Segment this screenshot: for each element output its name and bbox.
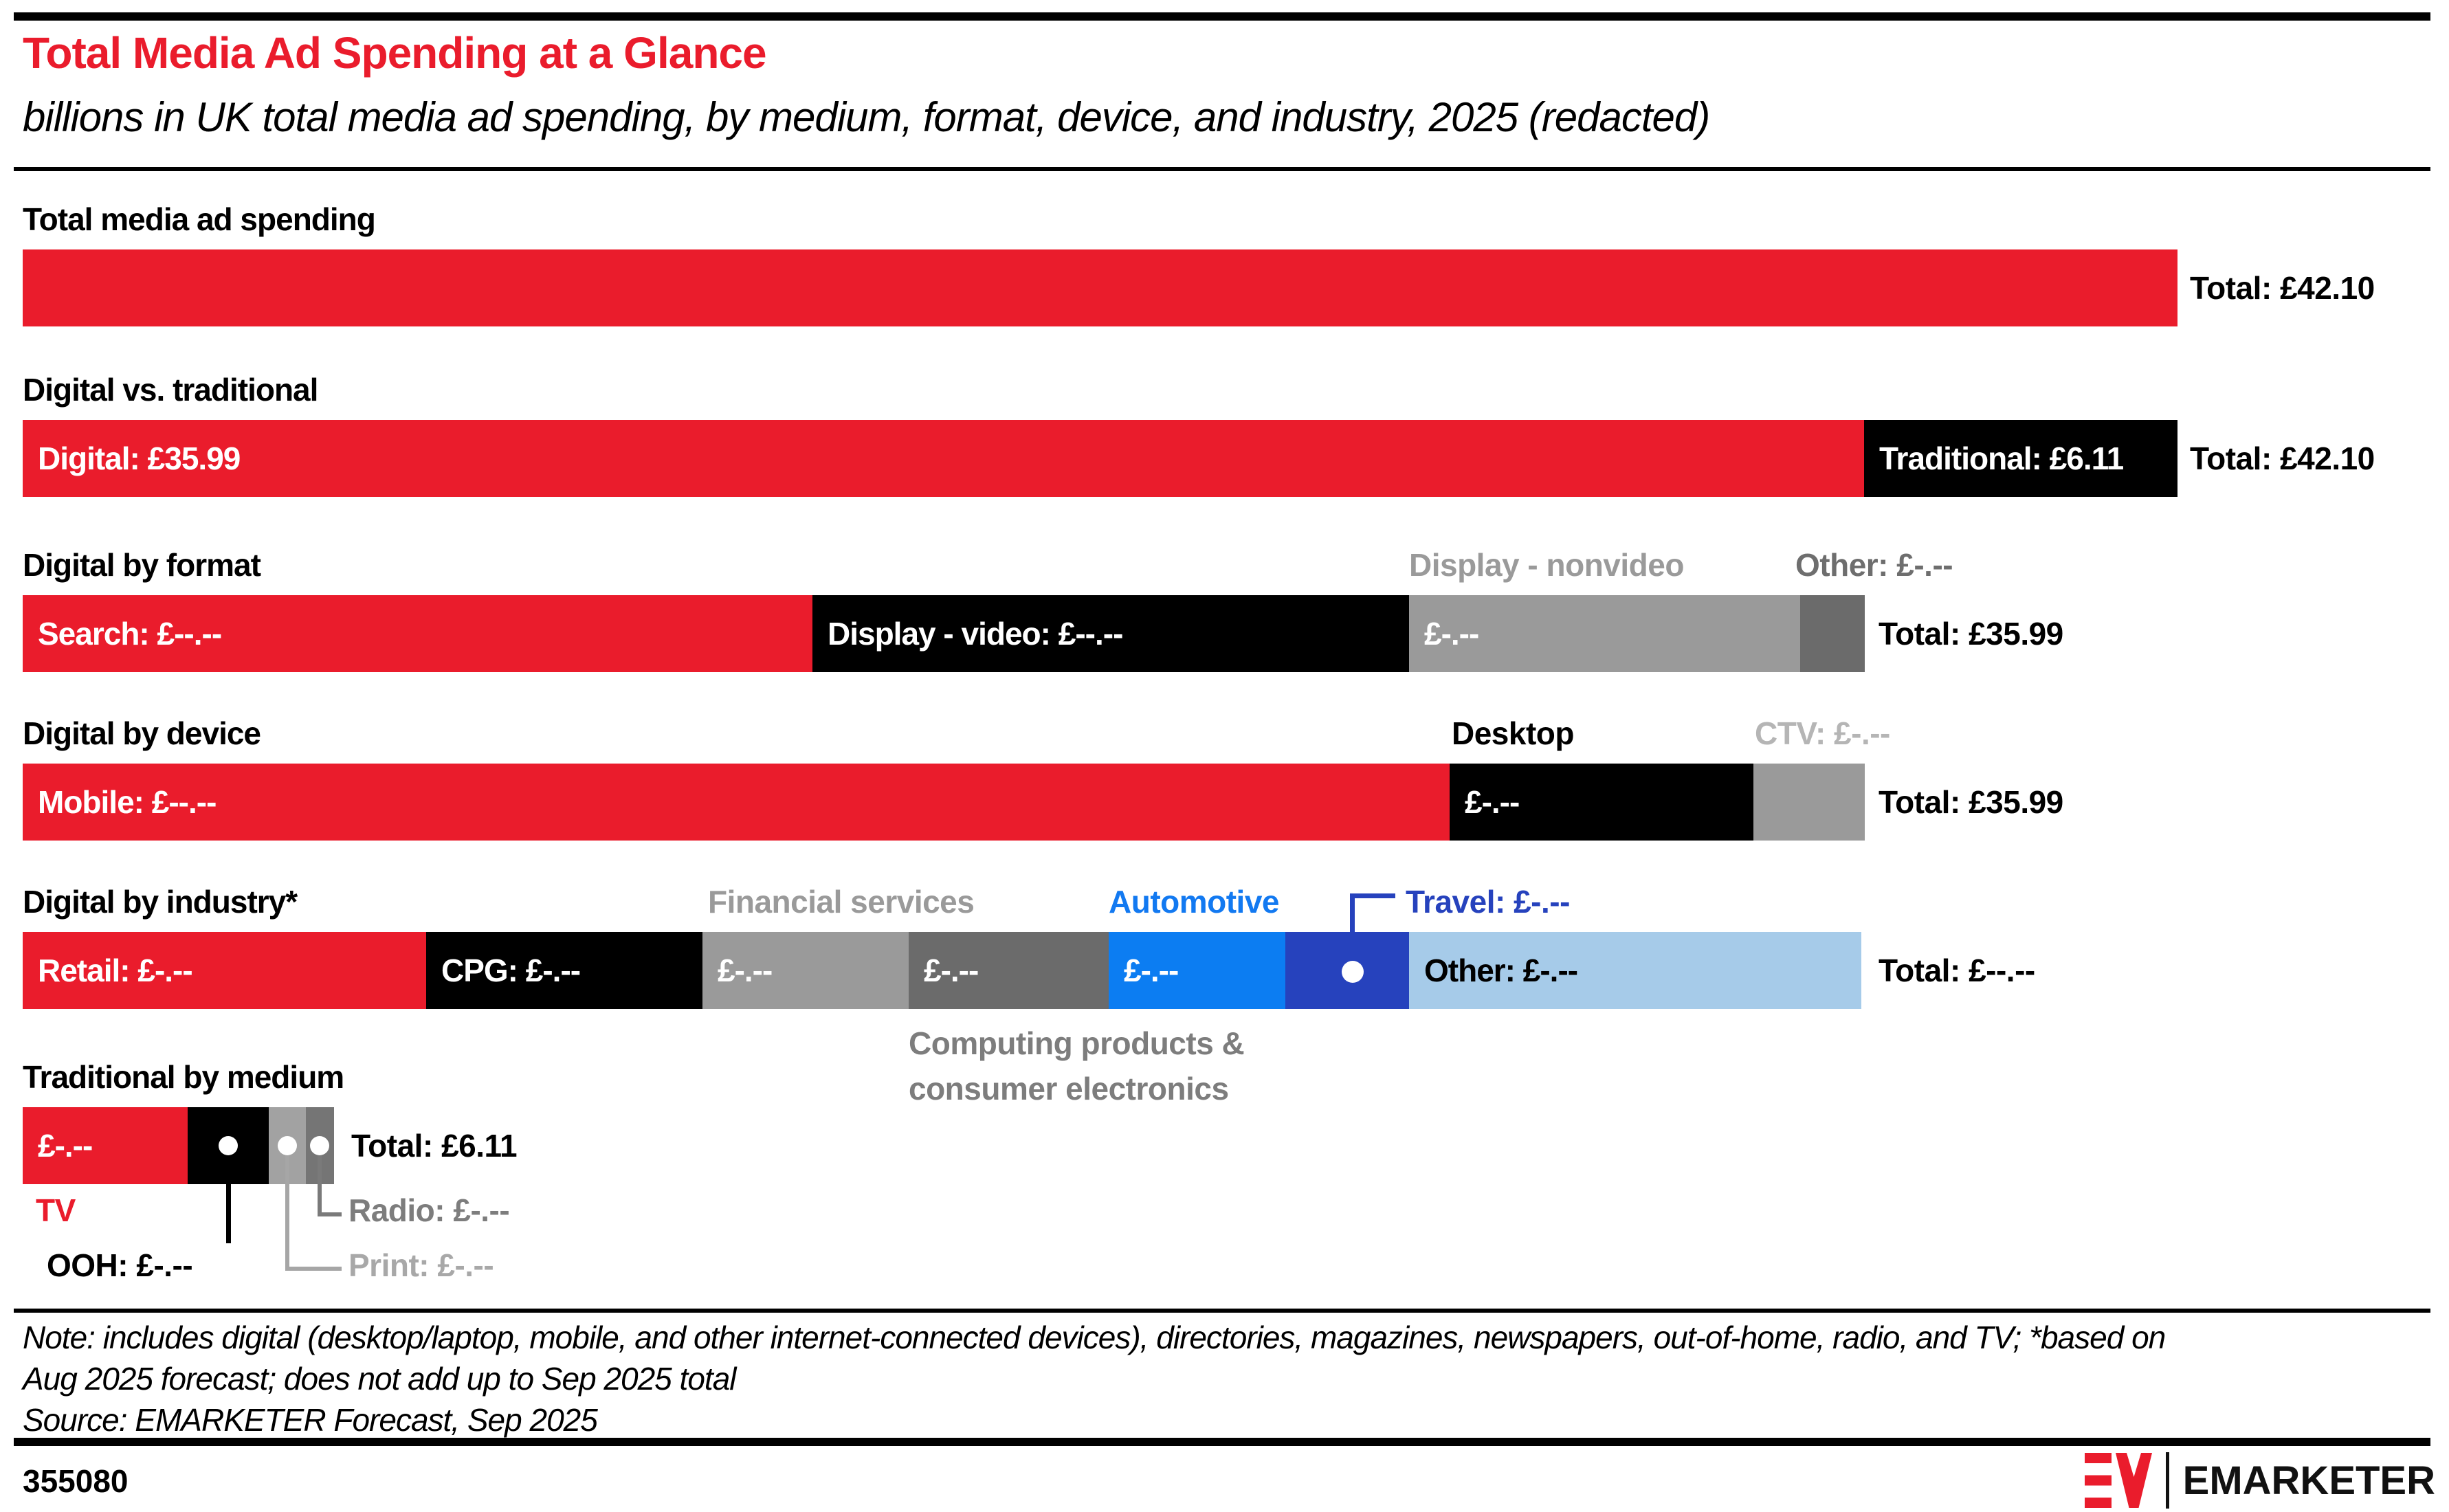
stacked-bar: Digital: £35.99 Traditional: £6.11 [23,420,2177,497]
radio-dot [310,1136,329,1155]
bar-segment-label: Search: £--.-- [38,616,222,652]
section-label: Digital vs. traditional [23,372,318,408]
note-block: Note: includes digital (desktop/laptop, … [23,1317,2166,1441]
header-rule [14,167,2430,171]
print-leader-line [285,1146,289,1271]
brand-logo: EMARKETER [2084,1452,2435,1509]
bar-segment-label: Retail: £-.-- [38,953,193,988]
bar-segment: £-.-- [23,1107,188,1184]
bar-segment-label: £-.-- [38,1128,93,1164]
computing-label-line1: Computing products & [909,1025,1245,1061]
total-label: Total: £42.10 [2190,270,2375,306]
bar-segment: Other: £-.-- [1409,932,1861,1009]
ooh-leader-line [226,1146,231,1243]
section-label: Digital by industry* [23,884,298,920]
bar-segment-label: Other: £-.-- [1424,953,1578,988]
annotation-label: Display - nonvideo [1409,547,1684,583]
print-leader-elbow [285,1267,342,1271]
ooh-dot [219,1136,238,1155]
chart-id: 355080 [23,1463,129,1499]
bar-segment: £-.-- [1450,764,1753,841]
stacked-bar [23,249,2177,326]
bar-segment-label: Display - video: £--.-- [828,616,1123,652]
bar-segment: Search: £--.-- [23,595,812,672]
radio-label: Radio: £-.-- [348,1192,510,1228]
computing-label-line2: consumer electronics [909,1071,1229,1107]
chart-title: Total Media Ad Spending at a Glance [23,28,767,78]
bar-segment: Traditional: £6.11 [1864,420,2177,497]
section-label: Digital by device [23,715,261,751]
bar-segment-label: £-.-- [1465,784,1520,820]
radio-leader-elbow [318,1212,342,1216]
print-dot [278,1136,297,1155]
bar-segment: Digital: £35.99 [23,420,1864,497]
ooh-label: OOH: £-.-- [47,1247,193,1283]
annotation-label: Desktop [1452,715,1574,751]
section-label: Traditional by medium [23,1059,344,1095]
stacked-bar: Mobile: £--.-- £-.-- [23,764,1865,841]
total-label: Total: £6.11 [351,1128,518,1164]
note-line-1: Note: includes digital (desktop/laptop, … [23,1320,2166,1355]
top-rule [14,12,2430,21]
bar-segment [1753,764,1865,841]
print-label: Print: £-.-- [348,1247,494,1283]
bar-segment: £-.-- [1109,932,1285,1009]
bar-segment-label: Mobile: £--.-- [38,784,217,820]
annotation-label: Automotive [1109,884,1280,920]
total-label: Total: £35.99 [1879,616,2063,652]
bar-segment: £-.-- [909,932,1109,1009]
bar-segment: £-.-- [702,932,909,1009]
travel-leader-elbow [1350,893,1395,898]
tv-label: TV [36,1192,76,1228]
bar-segment: £-.-- [1409,595,1800,672]
bar-segment: Mobile: £--.-- [23,764,1450,841]
bar-segment [23,249,2177,326]
bar-segment: Retail: £-.-- [23,932,426,1009]
em-logo-icon [2084,1453,2152,1508]
bar-segment-label: £-.-- [1424,616,1479,652]
total-label: Total: £42.10 [2190,441,2375,476]
bar-segment [1800,595,1865,672]
note-line-2: Aug 2025 forecast; does not add up to Se… [23,1361,737,1397]
bar-segment-label: £-.-- [718,953,773,988]
annotation-label: Other: £-.-- [1795,547,1953,583]
bar-segment-label: £-.-- [924,953,979,988]
annotation-label: CTV: £-.-- [1755,715,1890,751]
bar-segment-label: Digital: £35.99 [38,441,241,476]
section-label: Digital by format [23,547,261,583]
brand-divider [2165,1452,2169,1509]
travel-dot [1342,961,1364,983]
brand-wordmark: EMARKETER [2182,1458,2435,1503]
total-label: Total: £35.99 [1879,784,2063,820]
footer-rule [14,1438,2430,1446]
source-line: Source: EMARKETER Forecast, Sep 2025 [23,1402,598,1438]
note-rule [14,1309,2430,1313]
annotation-label: Financial services [708,884,975,920]
chart-subtitle: billions in UK total media ad spending, … [23,94,1710,140]
bar-segment: CPG: £-.-- [426,932,702,1009]
total-label: Total: £--.-- [1879,953,2035,988]
travel-leader-line [1350,893,1355,975]
bar-segment-label: £-.-- [1124,953,1179,988]
section-label: Total media ad spending [23,201,376,237]
stacked-bar: Search: £--.-- Display - video: £--.-- £-.… [23,595,1865,672]
stacked-bar: Retail: £-.-- CPG: £-.-- £-.-- £-.-- £-.-- Ot… [23,932,1861,1009]
bar-segment-label: Traditional: £6.11 [1879,441,2124,476]
radio-leader-line [318,1146,322,1216]
travel-label: Travel: £-.-- [1406,884,1570,920]
bar-segment-label: CPG: £-.-- [441,953,581,988]
bar-segment: Display - video: £--.-- [812,595,1409,672]
